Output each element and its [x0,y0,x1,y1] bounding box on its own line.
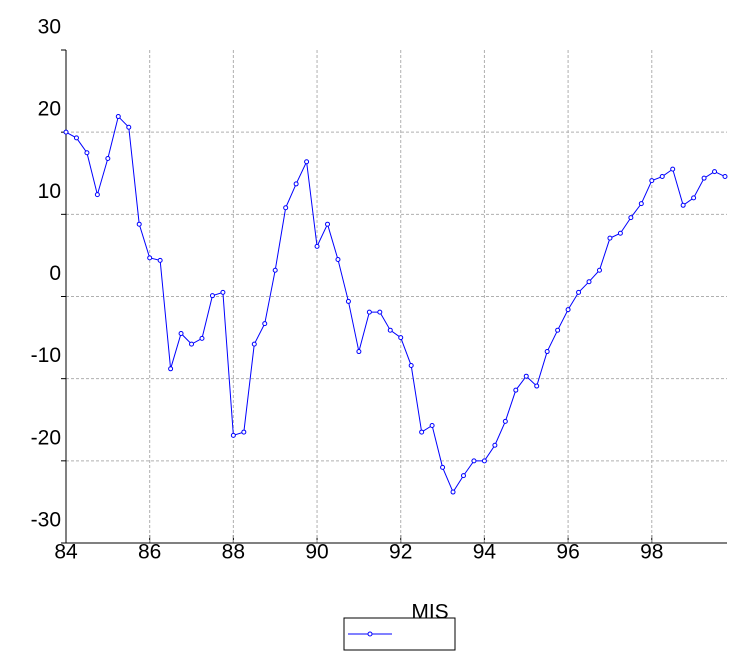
legend: MIS [343,601,456,651]
point [325,221,331,227]
point [481,458,487,464]
point [701,175,707,181]
point [283,205,289,211]
x-tick-label: 96 [556,541,579,564]
point [398,335,404,341]
point [262,321,268,327]
point [63,129,69,135]
point [335,257,341,263]
y-tick-label: 20 [38,98,61,121]
x-tick-label: 94 [473,541,497,564]
point [73,135,79,141]
x-tick-label: 88 [222,541,245,564]
point [115,114,121,120]
point [586,279,592,285]
point [209,293,215,299]
point [366,309,372,315]
series-line [65,115,726,494]
point [544,349,550,355]
point [105,155,111,161]
y-tick-label: -10 [31,344,61,367]
point [168,366,174,372]
point [450,489,456,495]
point [314,243,320,249]
point [272,267,278,273]
point [230,432,236,438]
y-tick-label: 0 [49,262,61,285]
point [293,181,299,187]
point [460,473,466,479]
point [670,166,676,172]
point [419,429,425,435]
point [84,150,90,156]
point [147,255,153,261]
y-tick-label: 10 [38,180,61,203]
point [596,267,602,273]
point [607,235,613,241]
point [189,341,195,347]
point [513,387,519,393]
point [659,174,665,180]
point [565,307,571,313]
point [576,289,582,295]
y-tick-label: -20 [31,426,61,449]
legend-label: MIS [411,601,448,624]
point [471,458,477,464]
y-tick-label: 30 [38,16,61,39]
point [408,363,414,369]
x-tick-label: 98 [640,541,663,564]
point [712,169,718,175]
point [440,464,446,470]
point [199,335,205,341]
point [638,201,644,207]
point [94,192,100,198]
point [534,383,540,389]
point [220,289,226,295]
point [178,330,184,336]
point [157,257,163,263]
point [722,174,728,180]
x-tick-label: 90 [305,541,328,564]
point [126,124,132,130]
point [429,423,435,429]
point [345,298,351,304]
point [502,418,508,424]
point [304,159,310,165]
x-tick-label: 92 [389,541,412,564]
point [241,429,247,435]
point [387,327,393,333]
x-tick-label: 86 [138,541,161,564]
legend-marker [367,631,373,637]
point [649,178,655,184]
point [356,349,362,355]
point [617,230,623,236]
y-tick-label: -30 [31,509,61,532]
point [691,195,697,201]
point [136,221,142,227]
point [680,202,686,208]
point [251,341,257,347]
x-tick-label: 84 [54,541,78,564]
point [523,373,529,379]
point [628,215,634,221]
point [492,442,498,448]
point [377,309,383,315]
point [555,327,561,333]
